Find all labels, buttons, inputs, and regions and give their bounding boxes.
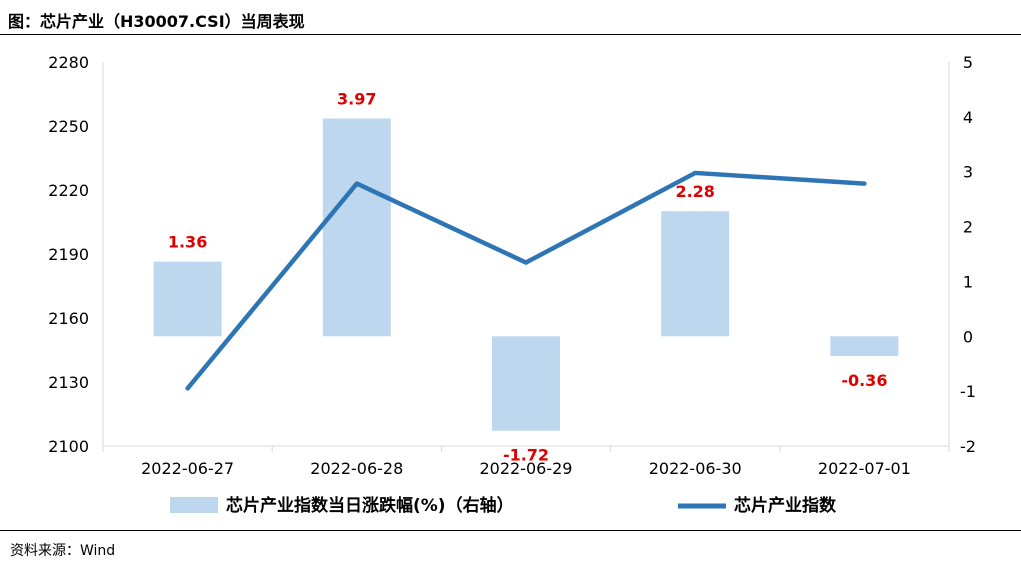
data-label-2022-07-01: -0.36 [841,371,887,390]
source-note: 资料来源：Wind [10,543,116,559]
right-tick-4: 4 [963,108,973,127]
chart-title: 图：芯片产业（H30007.CSI）当周表现 [8,12,305,31]
data-label-2022-06-30: 2.28 [675,182,714,201]
bar-2022-06-30 [661,211,730,337]
bar-series [153,118,899,431]
bottom-rule [0,530,1021,531]
x-tick-2022-06-28: 2022-06-28 [310,459,403,478]
data-label-2022-06-29: -1.72 [503,446,549,465]
legend-bar-label: 芯片产业指数当日涨跌幅(%)（右轴） [226,495,514,516]
left-tick-2280: 2280 [48,53,89,72]
left-tick-2220: 2220 [48,181,89,200]
left-tick-2250: 2250 [48,117,89,136]
x-tick-2022-07-01: 2022-07-01 [818,459,911,478]
x-tick-2022-06-30: 2022-06-30 [649,459,742,478]
bar-2022-06-28 [322,118,391,337]
bar-2022-06-29 [492,336,560,431]
legend: 芯片产业指数当日涨跌幅(%)（右轴） 芯片产业指数 [170,495,837,516]
right-tick-2: 2 [963,218,973,237]
legend-line-label: 芯片产业指数 [734,495,837,516]
bar-2022-07-01 [830,336,899,357]
x-tick-2022-06-29: 2022-06-29 [480,459,573,478]
left-axis-ticks: 2100 2130 2160 2190 2220 2250 2280 [48,53,89,456]
bar-2022-06-27 [153,261,222,337]
right-tick-5: 5 [963,53,973,72]
x-axis-ticks: 2022-06-27 2022-06-28 2022-06-29 2022-06-30… [141,459,911,478]
left-tick-2130: 2130 [48,373,89,392]
top-rule [0,34,1021,35]
right-axis-ticks: -2 -1 0 1 2 3 4 5 [960,53,976,456]
legend-bar-swatch [170,497,218,513]
left-tick-2160: 2160 [48,309,89,328]
x-tick-2022-06-27: 2022-06-27 [141,459,234,478]
right-tick--2: -2 [960,437,976,456]
left-tick-2100: 2100 [48,437,89,456]
data-labels: 1.36 3.97 -1.72 2.28 -0.36 [168,90,888,465]
axes [102,62,950,452]
right-tick-0: 0 [963,327,973,346]
line-series [185,170,867,391]
right-tick-1: 1 [963,272,973,291]
left-tick-2190: 2190 [48,245,89,264]
data-label-2022-06-27: 1.36 [168,233,207,252]
right-tick--1: -1 [960,382,976,401]
data-label-2022-06-28: 3.97 [337,90,376,109]
right-tick-3: 3 [963,163,973,182]
